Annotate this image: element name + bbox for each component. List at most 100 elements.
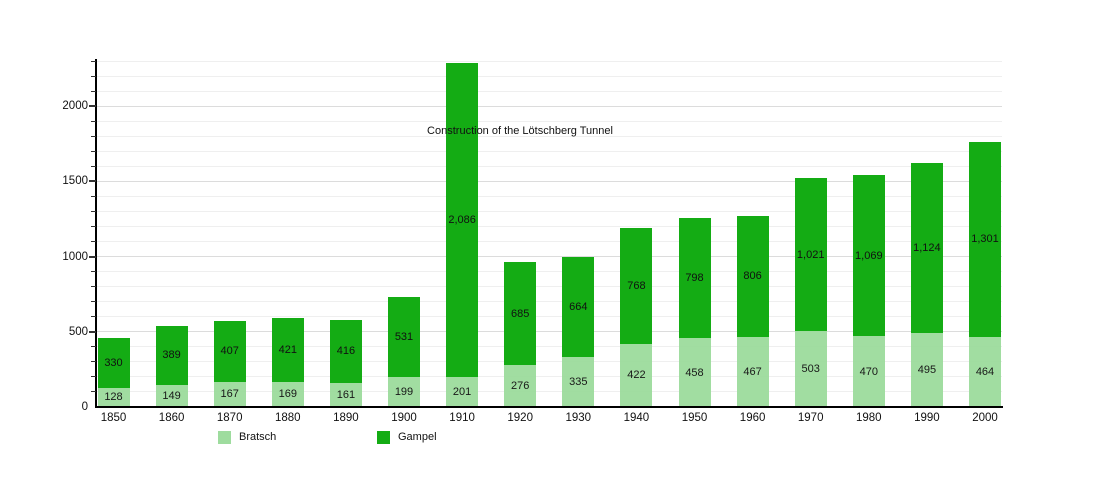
bar-segment-gampel: 407 xyxy=(213,320,246,382)
bar-value-label-bratsch: 128 xyxy=(104,391,123,404)
bar-value-label-bratsch: 495 xyxy=(917,363,937,376)
bar-value-label-gampel: 1,301 xyxy=(971,233,999,246)
bar-segment-gampel: 1,124 xyxy=(910,163,943,333)
minor-gridline xyxy=(97,75,1002,77)
y-axis-tick xyxy=(91,346,96,348)
bar-group-1960: 467 806 xyxy=(736,215,769,407)
minor-gridline xyxy=(97,271,1002,273)
legend-swatch-bratsch-icon xyxy=(218,430,231,444)
bar-value-label-gampel: 389 xyxy=(162,349,181,362)
x-tick-label: 1960 xyxy=(739,412,766,424)
major-gridline xyxy=(97,331,1002,333)
bar-segment-gampel: 768 xyxy=(620,228,653,344)
x-tick-label: 1850 xyxy=(100,412,127,424)
bar-segment-gampel: 1,301 xyxy=(969,141,1001,338)
bar-segment-gampel: 798 xyxy=(678,218,711,339)
bar-segment-gampel: 1,021 xyxy=(794,177,827,332)
bar-segment-bratsch: 470 xyxy=(852,336,885,407)
bar-value-label-bratsch: 335 xyxy=(569,375,588,388)
y-axis-tick xyxy=(91,135,96,137)
bar-segment-gampel: 421 xyxy=(271,318,304,382)
bar-group-1980: 470 1,069 xyxy=(852,175,885,407)
bar-group-1910: 201 2,086 xyxy=(446,62,479,407)
bar-segment-bratsch: 201 xyxy=(446,376,479,407)
bar-value-label-bratsch: 201 xyxy=(452,385,472,398)
minor-gridline xyxy=(97,135,1002,137)
legend-item-gampel: Gampel xyxy=(377,430,437,444)
x-tick-label: 2000 xyxy=(972,412,998,424)
bar-value-label-gampel: 768 xyxy=(627,279,646,292)
bar-segment-gampel: 1,069 xyxy=(852,175,885,337)
minor-gridline xyxy=(97,60,1002,62)
minor-gridline xyxy=(97,165,1002,167)
legend-label-bratsch: Bratsch xyxy=(239,431,277,443)
minor-gridline xyxy=(97,120,1002,122)
x-tick-label: 1870 xyxy=(216,412,243,424)
x-tick-label: 1930 xyxy=(565,412,592,424)
minor-gridline xyxy=(97,286,1002,288)
major-gridline xyxy=(97,105,1002,107)
bar-segment-bratsch: 128 xyxy=(97,387,130,407)
x-tick-label: 1860 xyxy=(158,412,185,424)
bar-value-label-bratsch: 169 xyxy=(278,388,297,401)
y-tick-label: 500 xyxy=(68,325,88,338)
minor-gridline xyxy=(97,195,1002,197)
y-axis-tick xyxy=(91,120,96,122)
bar-group-1990: 495 1,124 xyxy=(910,163,943,407)
y-axis-tick xyxy=(91,376,96,378)
legend-item-bratsch: Bratsch xyxy=(218,430,276,444)
bar-segment-gampel: 389 xyxy=(155,326,188,385)
bar-value-label-gampel: 1,021 xyxy=(796,248,825,261)
bar-value-label-gampel: 798 xyxy=(685,272,704,285)
minor-gridline xyxy=(97,301,1002,303)
minor-gridline xyxy=(97,316,1002,318)
y-axis-tick xyxy=(89,180,96,183)
bar-segment-bratsch: 458 xyxy=(678,338,711,407)
minor-gridline xyxy=(97,361,1002,363)
bar-value-label-gampel: 416 xyxy=(336,345,356,358)
y-axis-tick xyxy=(89,105,96,108)
y-axis-tick xyxy=(91,361,96,363)
bar-segment-bratsch: 335 xyxy=(562,356,595,407)
bar-segment-gampel: 2,086 xyxy=(446,62,479,377)
annotation-lotschberg-tunnel: Construction of the Lötschberg Tunnel xyxy=(427,125,613,137)
y-axis-tick xyxy=(91,90,96,92)
bar-group-1890: 161 416 xyxy=(329,320,362,407)
bar-segment-gampel: 416 xyxy=(329,320,362,383)
bar-value-label-bratsch: 149 xyxy=(162,389,181,402)
bar-value-label-gampel: 330 xyxy=(104,356,123,369)
bar-segment-gampel: 664 xyxy=(562,256,595,357)
y-axis-tick xyxy=(91,225,96,227)
y-axis-tick xyxy=(91,271,96,273)
minor-gridline xyxy=(97,225,1002,227)
bar-group-1950: 458 798 xyxy=(678,218,711,407)
x-tick-label: 1970 xyxy=(797,412,824,424)
bar-group-1880: 169 421 xyxy=(271,318,304,407)
minor-gridline xyxy=(97,150,1002,152)
y-axis-tick xyxy=(91,391,96,393)
y-tick-label: 1000 xyxy=(62,250,88,263)
minor-gridline xyxy=(97,376,1002,378)
bar-group-2000: 464 1,301 xyxy=(969,141,1001,407)
y-axis-tick xyxy=(91,150,96,152)
major-gridline xyxy=(97,180,1002,182)
bar-segment-bratsch: 467 xyxy=(736,336,769,407)
bar-segment-bratsch: 169 xyxy=(271,381,304,407)
x-tick-label: 1890 xyxy=(333,412,359,424)
bar-value-label-gampel: 407 xyxy=(220,345,239,358)
bar-value-label-bratsch: 503 xyxy=(801,363,820,376)
bar-segment-bratsch: 199 xyxy=(388,377,420,407)
minor-gridline xyxy=(97,210,1002,212)
bar-value-label-bratsch: 199 xyxy=(394,386,414,399)
y-axis-tick xyxy=(91,165,96,167)
bar-value-label-gampel: 2,086 xyxy=(448,213,476,226)
bar-segment-gampel: 330 xyxy=(97,338,130,388)
y-axis-tick xyxy=(91,301,96,303)
bar-segment-gampel: 685 xyxy=(504,262,537,366)
plot-area: 128 330 149 389 167 407 169 421 161 416 199 531 201 2… xyxy=(97,60,1002,407)
legend-swatch-gampel-icon xyxy=(377,430,390,444)
x-tick-label: 1980 xyxy=(856,412,882,424)
x-tick-label: 1940 xyxy=(623,412,650,424)
major-gridline xyxy=(97,256,1002,258)
bar-segment-bratsch: 167 xyxy=(213,381,246,407)
